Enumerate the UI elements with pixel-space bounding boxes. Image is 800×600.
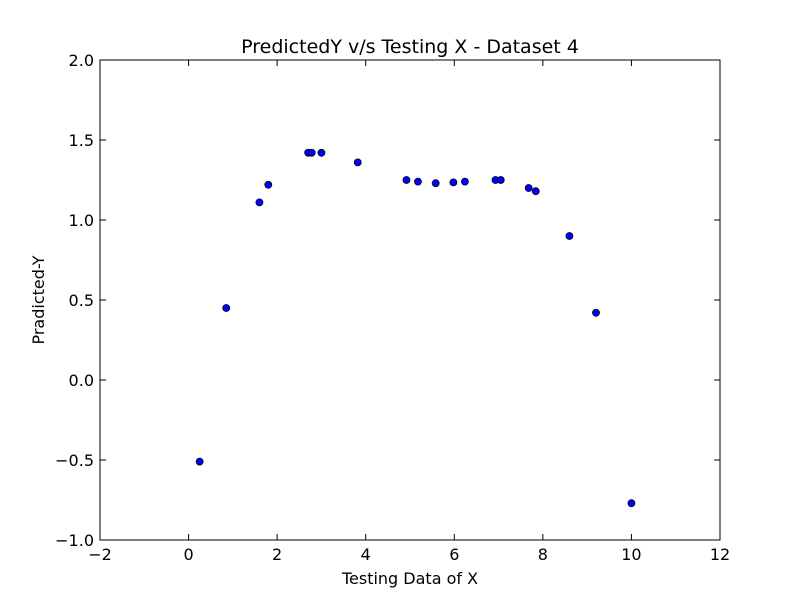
chart-title: PredictedY v/s Testing X - Dataset 4 [241, 36, 579, 58]
x-tick-label: −2 [88, 545, 112, 564]
data-point [627, 499, 636, 508]
y-tick-label: 0.0 [69, 371, 94, 390]
data-point [307, 148, 316, 157]
data-point [496, 176, 505, 184]
y-tick-label: −1.0 [55, 531, 94, 550]
data-point [264, 180, 273, 189]
data-points [195, 148, 636, 508]
x-tick-label: 8 [538, 545, 548, 564]
data-point [449, 178, 458, 187]
y-tick-label: 1.0 [69, 211, 94, 230]
y-tick-label: 1.5 [69, 131, 94, 150]
y-tick-label: −0.5 [55, 451, 94, 470]
x-axis-label: Testing Data of X [341, 569, 478, 588]
x-tick-label: 10 [621, 545, 641, 564]
data-point [524, 184, 533, 192]
data-point [195, 457, 204, 466]
data-point [565, 232, 574, 240]
x-tick-label: 0 [183, 545, 193, 564]
data-point [431, 179, 440, 188]
data-point [255, 198, 264, 207]
y-tick-label: 0.5 [69, 291, 94, 310]
plot-area-frame [99, 59, 721, 541]
data-point [592, 308, 600, 317]
data-point [414, 177, 422, 186]
data-point [222, 304, 231, 312]
y-tick-label: 2.0 [69, 51, 94, 70]
data-point [531, 187, 540, 196]
x-tick-label: 2 [272, 545, 282, 564]
data-point [353, 158, 362, 167]
y-axis-label: Pradicted-Y [29, 255, 48, 344]
x-tick-label: 4 [361, 545, 371, 564]
data-point [461, 177, 469, 186]
x-tick-label: 12 [710, 545, 730, 564]
x-tick-label: 6 [449, 545, 459, 564]
data-point [317, 148, 326, 157]
data-point [402, 176, 411, 184]
